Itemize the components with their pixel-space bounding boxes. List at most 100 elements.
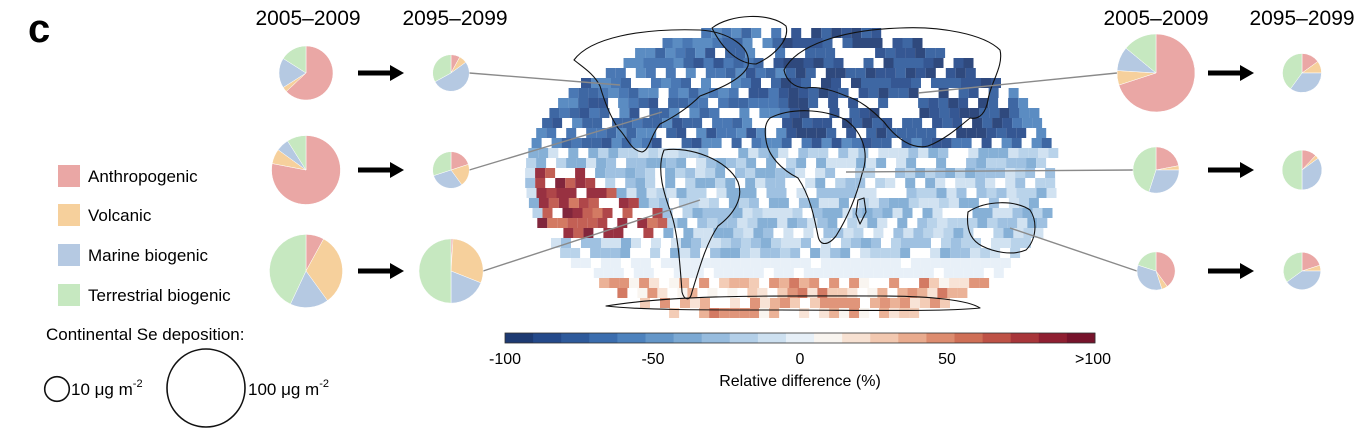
map-cell (638, 88, 649, 98)
slice-south-america-base-terrestrial-biogenic (287, 135, 307, 171)
map-cell (555, 178, 566, 188)
map-cell (971, 78, 981, 88)
map-cell (711, 238, 721, 248)
map-cell (758, 148, 769, 158)
map-cell (568, 198, 579, 208)
map-cell (669, 308, 680, 318)
map-cell (568, 98, 579, 108)
map-cell (981, 138, 992, 148)
map-cell (799, 108, 810, 118)
map-cell (959, 278, 970, 288)
map-cell (581, 238, 591, 248)
slice-oceania-base-anthropogenic (1155, 251, 1176, 287)
map-cell (528, 148, 539, 158)
map-cell (1018, 98, 1029, 108)
map-cell (960, 248, 971, 258)
map-cell (690, 248, 701, 258)
connector-oceania (1009, 227, 1138, 272)
map-cell (746, 158, 757, 168)
map-cell (681, 138, 692, 148)
map-cell (976, 128, 987, 138)
slice-africa-future-terrestrial-biogenic (418, 238, 452, 304)
map-cell (849, 278, 860, 288)
map-cell (701, 138, 712, 148)
map-cell (700, 298, 710, 308)
map-cell (649, 278, 660, 288)
map-cell (733, 58, 744, 68)
slice-asia-base-anthropogenic (1118, 33, 1196, 113)
map-cell (741, 28, 752, 38)
map-cell (562, 208, 573, 218)
arrow-asia (1208, 65, 1254, 81)
size-legend-large-circle (166, 348, 246, 428)
map-cell (996, 128, 1007, 138)
map-cell (760, 258, 771, 268)
map-cell (822, 208, 833, 218)
map-cell (598, 148, 609, 158)
map-cell (572, 118, 583, 128)
map-cell (639, 278, 650, 288)
map-cell (710, 258, 721, 268)
map-cell (706, 128, 717, 138)
map-cell (852, 38, 863, 48)
map-cell (781, 138, 792, 148)
arrow-southeast-asia (1208, 162, 1254, 178)
map-cell (905, 68, 916, 78)
map-cell (535, 178, 546, 188)
map-cell (828, 198, 839, 208)
map-cell (615, 168, 626, 178)
map-cell (1008, 98, 1019, 108)
map-cell (883, 268, 894, 278)
map-cell (565, 178, 576, 188)
map-cell (1001, 138, 1012, 148)
map-cell (759, 308, 770, 318)
map-cell (840, 248, 851, 258)
map-cell (819, 308, 830, 318)
map-cell (855, 168, 866, 178)
map-cell (657, 218, 668, 228)
map-cell (980, 248, 991, 258)
colorbar-cell (1066, 333, 1096, 343)
map-cell (681, 238, 691, 248)
map-cell (761, 238, 771, 248)
pie-southeast-asia-future (1281, 149, 1323, 191)
map-cell (630, 258, 641, 268)
map-cell (739, 278, 750, 288)
map-cell (842, 208, 853, 218)
map-cell (646, 128, 657, 138)
map-cell (928, 98, 939, 108)
map-cell (976, 188, 987, 198)
map-cell (940, 298, 950, 308)
map-cell (638, 198, 649, 208)
map-cell (790, 258, 801, 268)
map-cell (798, 88, 809, 98)
map-cell (811, 28, 822, 38)
map-cell (601, 238, 611, 248)
pie-asia-base (1116, 33, 1196, 113)
map-cell (836, 188, 847, 198)
map-cell (749, 308, 760, 318)
map-cell (1015, 178, 1026, 188)
map-cell (879, 308, 890, 318)
map-cell (891, 78, 901, 88)
map-cell (615, 68, 626, 78)
map-cell (648, 148, 659, 158)
header-left-future: 2095–2099 (402, 7, 507, 30)
map-cell (800, 258, 811, 268)
map-cell (939, 278, 950, 288)
map-cell (682, 38, 693, 48)
map-cell (721, 238, 731, 248)
map-cell (707, 218, 718, 228)
map-cell (910, 298, 920, 308)
map-cell (846, 158, 857, 168)
map-cell (667, 218, 678, 228)
map-cell (733, 268, 744, 278)
map-cell (871, 28, 882, 38)
map-cell (723, 228, 734, 238)
map-cell (853, 268, 864, 278)
colorbar-cell (533, 333, 562, 343)
map-cell (988, 98, 999, 108)
map-cell (588, 98, 599, 108)
map-cell (911, 138, 922, 148)
map-cell (598, 98, 609, 108)
